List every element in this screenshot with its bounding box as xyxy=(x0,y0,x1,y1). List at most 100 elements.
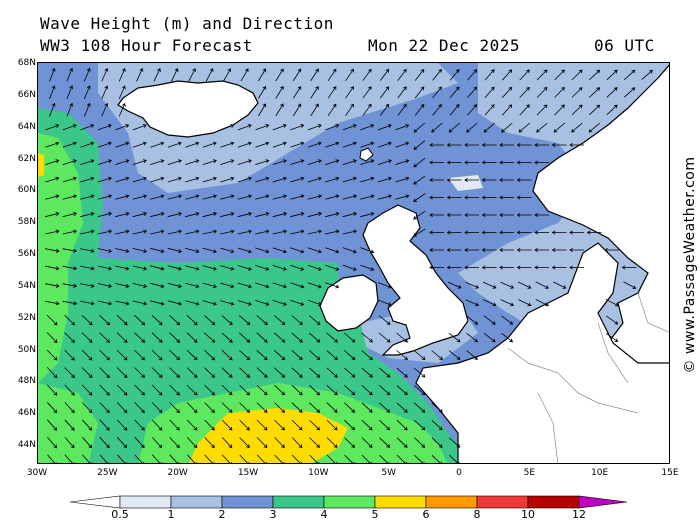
wave-arrow xyxy=(171,68,179,82)
wave-arrow xyxy=(134,349,146,361)
wave-arrow xyxy=(413,367,426,378)
wave-arrow xyxy=(431,420,443,431)
lon-tick-label: 5W xyxy=(381,468,396,478)
wave-arrow xyxy=(325,264,340,271)
wave-arrow xyxy=(255,194,270,200)
wave-arrow xyxy=(115,141,130,148)
wave-arrow xyxy=(395,124,410,131)
wave-arrow xyxy=(97,265,113,271)
wave-arrow xyxy=(379,419,391,431)
wave-arrow xyxy=(116,332,128,343)
wave-arrow xyxy=(291,315,303,325)
wave-arrow xyxy=(274,367,286,378)
wave-arrow xyxy=(429,247,444,253)
wave-arrow xyxy=(185,194,200,200)
wave-arrow xyxy=(221,367,233,378)
wave-arrow xyxy=(534,265,549,270)
wave-arrow xyxy=(66,67,74,82)
wave-arrow xyxy=(396,419,408,431)
wave-arrow xyxy=(274,437,285,449)
wave-arrow xyxy=(221,419,233,431)
wave-arrow xyxy=(117,437,128,449)
wave-arrow xyxy=(448,350,461,360)
wave-arrow xyxy=(81,384,93,396)
wave-arrow xyxy=(429,230,444,235)
wave-arrow xyxy=(134,332,146,343)
wave-arrow xyxy=(623,281,637,289)
wave-arrow xyxy=(185,176,200,183)
wave-arrow xyxy=(80,194,95,200)
wave-arrow xyxy=(377,124,392,131)
wave-arrow xyxy=(467,104,478,116)
wave-arrow xyxy=(464,160,479,165)
wave-arrow xyxy=(484,69,495,81)
wave-arrow xyxy=(624,87,636,98)
wave-arrow xyxy=(45,283,60,288)
wave-arrow xyxy=(185,141,200,148)
wave-arrow xyxy=(502,69,513,81)
wave-arrow xyxy=(516,195,532,200)
wave-arrow xyxy=(204,367,216,378)
legend-tick-label: 12 xyxy=(572,508,586,521)
wave-arrow xyxy=(275,68,284,82)
wave-arrow xyxy=(308,332,321,343)
wave-arrow xyxy=(256,367,268,378)
wave-arrow xyxy=(47,419,58,431)
wave-arrow xyxy=(325,124,340,131)
wave-arrow xyxy=(466,315,479,325)
legend-swatch xyxy=(374,495,427,509)
legend-swatch xyxy=(527,495,580,509)
wave-arrow xyxy=(99,454,110,463)
wave-arrow xyxy=(534,160,549,165)
wave-arrow xyxy=(239,402,251,413)
legend-swatch xyxy=(476,495,529,509)
wave-arrow xyxy=(101,85,109,100)
wave-arrow xyxy=(273,315,286,326)
wave-arrow xyxy=(307,229,323,235)
wave-arrow xyxy=(80,265,95,271)
wave-arrow xyxy=(115,176,130,183)
lon-tick-label: 25W xyxy=(97,468,118,478)
wave-arrow xyxy=(220,194,235,200)
wave-arrow xyxy=(414,420,426,431)
wave-arrow xyxy=(221,454,232,463)
ocean-band-5-6 xyxy=(188,408,348,463)
wave-arrow xyxy=(186,349,198,361)
wave-arrow xyxy=(446,160,462,165)
wave-arrow xyxy=(204,437,215,449)
wave-arrow xyxy=(46,384,58,396)
wave-arrow xyxy=(499,195,514,200)
wave-arrow xyxy=(132,124,147,131)
wave-arrow xyxy=(481,212,497,218)
wave-arrow xyxy=(116,367,128,379)
ocean-band-0.5-1 xyxy=(448,175,483,191)
wave-arrow xyxy=(448,122,461,133)
wave-arrow xyxy=(481,247,497,253)
wave-arrow xyxy=(429,265,444,270)
wave-arrow xyxy=(80,283,95,288)
wave-arrow xyxy=(167,141,182,148)
wave-arrow xyxy=(97,141,112,148)
wave-arrow xyxy=(378,332,391,343)
wave-arrow xyxy=(99,332,111,343)
wave-arrow xyxy=(307,247,322,254)
wave-arrow xyxy=(240,68,249,82)
wave-arrow xyxy=(152,454,162,463)
wave-arrow xyxy=(186,384,198,396)
wave-arrow xyxy=(342,141,357,148)
wave-arrow xyxy=(431,402,443,413)
wave-arrow xyxy=(272,247,287,254)
wave-arrow xyxy=(345,103,354,117)
wave-arrow xyxy=(202,176,217,183)
wave-arrow xyxy=(152,437,163,449)
wave-arrow xyxy=(325,282,340,289)
wave-arrow xyxy=(518,299,532,307)
great-britain xyxy=(362,204,469,356)
wave-arrow xyxy=(202,211,218,218)
wave-arrow xyxy=(553,122,566,133)
wave-arrow xyxy=(132,265,148,271)
wave-arrow xyxy=(187,454,197,463)
wave-arrow xyxy=(169,384,180,396)
wave-arrow xyxy=(343,332,356,343)
wave-arrow xyxy=(307,159,322,165)
